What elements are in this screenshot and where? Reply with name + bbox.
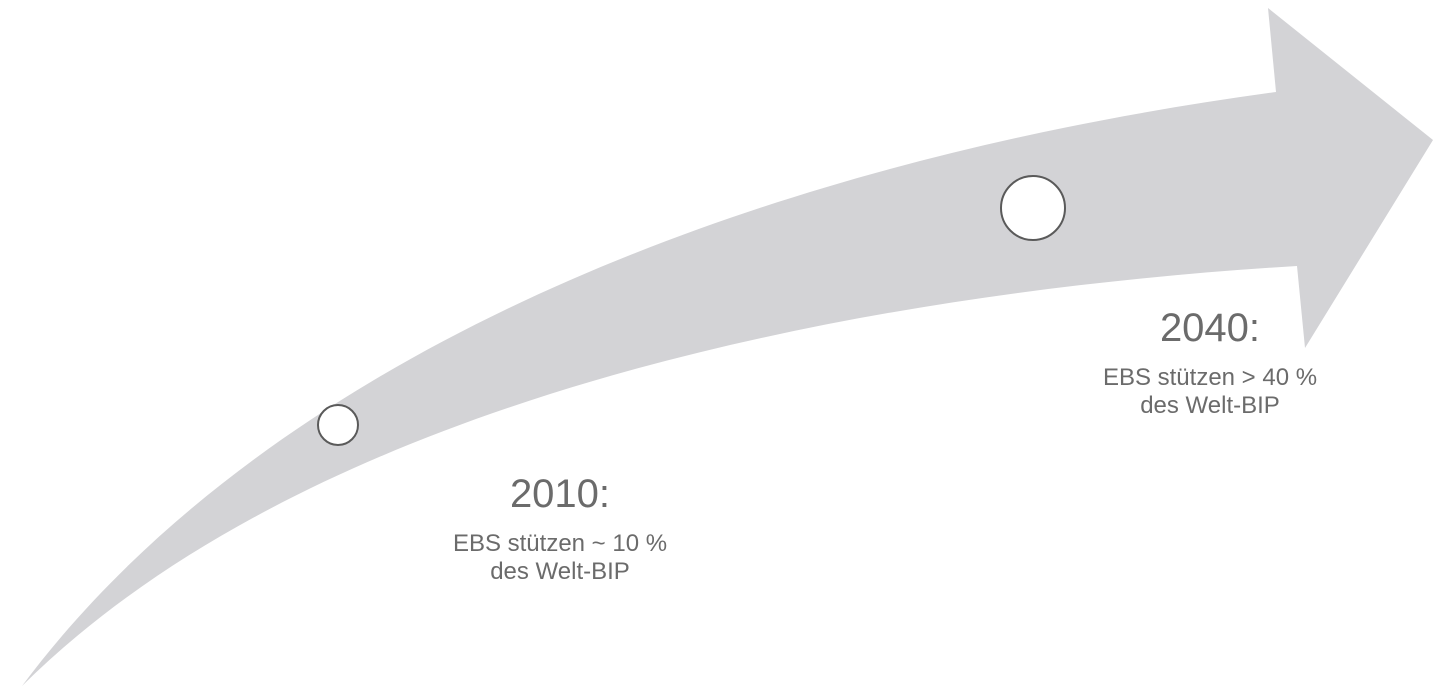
growth-arrow	[22, 8, 1433, 686]
milestone-2010: 2010: EBS stützen ~ 10 % des Welt-BIP	[380, 472, 740, 586]
milestone-description-2010: EBS stützen ~ 10 % des Welt-BIP	[380, 530, 740, 586]
milestone-year-2010: 2010:	[509, 472, 611, 516]
milestone-description-2040: EBS stützen > 40 % des Welt-BIP	[1030, 364, 1390, 420]
milestone-2040: 2040: EBS stützen > 40 % des Welt-BIP	[1030, 306, 1390, 420]
milestone-description-line: des Welt-BIP	[490, 558, 630, 585]
milestone-marker-2040	[1000, 175, 1066, 241]
milestone-description-line: EBS stützen ~ 10 %	[452, 530, 668, 557]
milestone-year-2040: 2040:	[1159, 306, 1261, 350]
milestone-description-line: des Welt-BIP	[1140, 392, 1280, 419]
milestone-marker-2010	[317, 404, 359, 446]
milestone-description-line: EBS stützen > 40 %	[1102, 364, 1318, 391]
